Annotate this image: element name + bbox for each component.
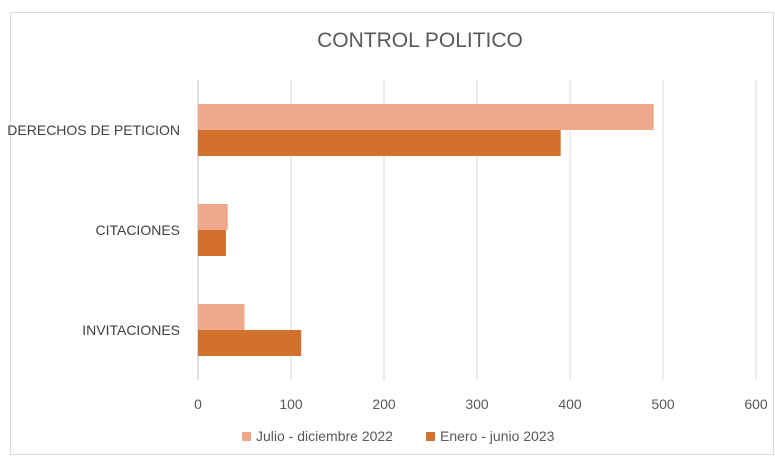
legend: Julio - diciembre 2022 Enero - junio 2023	[242, 428, 555, 444]
bar-jul-dic-2022-2	[198, 304, 245, 330]
chart-frame	[10, 12, 774, 455]
x-tick-label: 600	[744, 396, 768, 412]
chart-title: CONTROL POLITICO	[317, 29, 523, 52]
bar-ene-jun-2023-2	[198, 330, 302, 356]
category-label: INVITACIONES	[82, 322, 180, 338]
x-tick-label: 500	[651, 396, 675, 412]
legend-label: Julio - diciembre 2022	[256, 428, 393, 444]
x-tick-label: 100	[279, 396, 303, 412]
category-labels: DERECHOS DE PETICION CITACIONES INVITACION…	[7, 122, 180, 338]
x-tick-label: 400	[558, 396, 582, 412]
x-tick-labels: 0 100 200 300 400 500 600	[194, 396, 768, 412]
x-tick-label: 0	[194, 396, 202, 412]
bar-ene-jun-2023-0	[198, 130, 561, 156]
category-label: DERECHOS DE PETICION	[7, 122, 180, 138]
bar-jul-dic-2022-0	[198, 104, 654, 130]
x-tick-label: 200	[372, 396, 396, 412]
legend-swatch	[426, 432, 435, 441]
x-tick-label: 300	[465, 396, 489, 412]
bar-jul-dic-2022-1	[198, 204, 228, 230]
legend-label: Enero - junio 2023	[440, 428, 555, 444]
category-label: CITACIONES	[95, 222, 180, 238]
legend-swatch	[242, 432, 251, 441]
bars	[198, 104, 654, 356]
bar-ene-jun-2023-1	[198, 230, 226, 256]
